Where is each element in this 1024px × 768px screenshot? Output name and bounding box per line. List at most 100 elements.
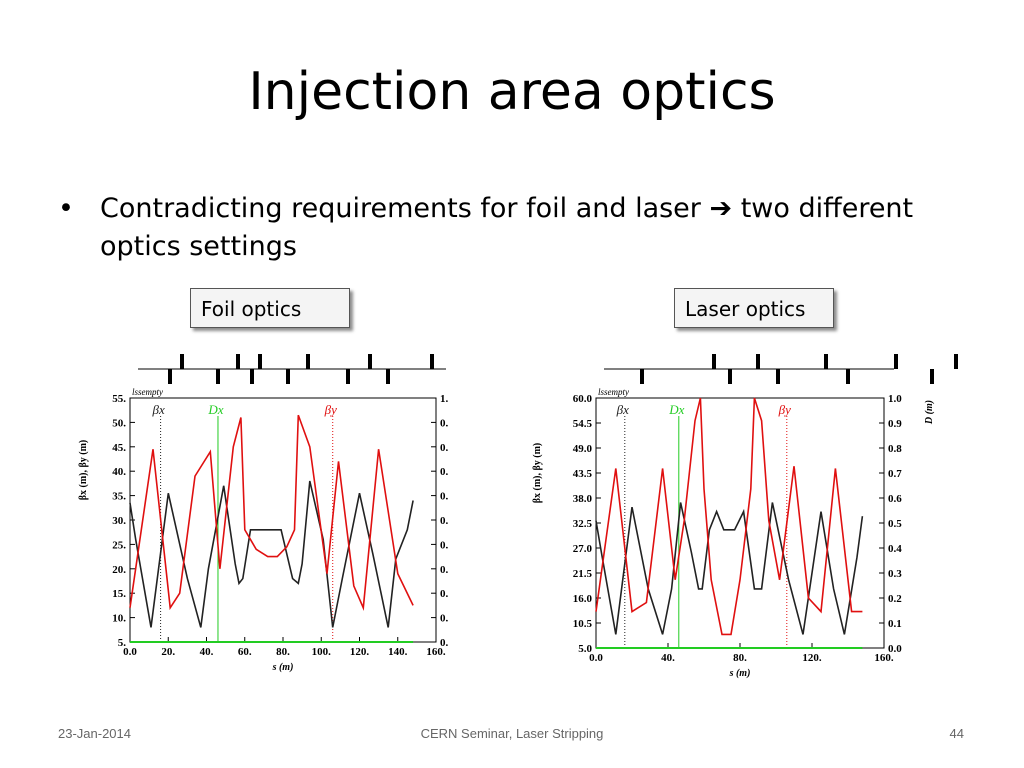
corner-label: lssempty: [598, 387, 629, 397]
laser-optics-svg: lssempty 5.0 10.5 16.0 21.5 27.0 32.5 38.0 43.5 4…: [532, 354, 958, 679]
x-tick-label: 60.: [238, 646, 252, 658]
y2-tick-label: 0.0: [888, 643, 902, 655]
y2-tick-label: 0.1: [888, 618, 902, 630]
legend-label: βx: [151, 402, 164, 417]
y-tick-label: 15.: [112, 588, 126, 600]
y-tick-label: 25.: [112, 539, 126, 551]
lattice-magnet: [640, 369, 644, 384]
arrow-right-icon: ➔: [709, 193, 733, 224]
series-line-betax: [129, 480, 414, 628]
x-axis-label: s (m): [729, 668, 751, 679]
lattice-magnet: [258, 354, 262, 369]
y-axis-label: βx (m), βy (m): [78, 440, 89, 501]
laser-optics-plot: lssempty 5.0 10.5 16.0 21.5 27.0 32.5 38.0 43.5 4…: [522, 350, 962, 685]
lattice-magnet: [216, 369, 220, 384]
y-tick-label: 20.: [112, 564, 126, 576]
y2-tick-label: 0.6: [888, 493, 902, 505]
foil-optics-plot: lssempty 5. 10. 15. 20. 25. 30. 35. 40. 45. 50. 55.…: [68, 350, 448, 680]
y-tick-label: 35.: [112, 491, 126, 503]
y-tick-label: 21.5: [573, 568, 593, 580]
lattice-magnet: [180, 354, 184, 369]
y2-tick-label: 0.2: [440, 588, 448, 600]
y-tick-label: 38.0: [573, 493, 593, 505]
y-tick-label: 5.0: [578, 643, 592, 655]
lattice-magnet: [846, 369, 850, 384]
lattice-magnet: [286, 369, 290, 384]
y2-tick-label: 0.4: [440, 539, 448, 551]
lattice-magnet: [756, 354, 760, 369]
x-tick-label: 140.: [388, 646, 408, 658]
legend-label: Dx: [668, 402, 684, 417]
x-tick-label: 0.0: [589, 652, 603, 664]
lattice-magnet: [894, 354, 898, 369]
y2-tick-label: 0.8: [888, 443, 902, 455]
series-line-betay: [129, 414, 414, 611]
footer-page-number: 44: [949, 726, 964, 741]
foil-optics-label: Foil optics: [190, 288, 350, 328]
x-tick-label: 20.: [161, 646, 175, 658]
y2-axis-label: D (m): [924, 400, 935, 425]
lattice-magnet: [430, 354, 434, 369]
lattice-magnet: [236, 354, 240, 369]
y-tick-label: 10.5: [573, 618, 593, 630]
y-tick-label: 10.: [112, 613, 126, 625]
lattice-magnet: [168, 369, 172, 384]
series-line-betay: [595, 397, 863, 636]
y2-tick-label: 0.3: [440, 564, 448, 576]
y2-tick-label: 0.7: [888, 468, 902, 480]
x-tick-label: 160.: [426, 646, 446, 658]
y-tick-label: 5.: [118, 637, 127, 649]
laser-optics-label: Laser optics: [674, 288, 834, 328]
y2-tick-label: 0.8: [440, 442, 448, 454]
foil-optics-svg: lssempty 5. 10. 15. 20. 25. 30. 35. 40. 45. 50. 55.…: [78, 354, 448, 673]
x-tick-label: 120.: [350, 646, 370, 658]
bullet-text: Contradicting requirements for foil and …: [100, 190, 960, 266]
lattice-magnet: [346, 369, 350, 384]
lattice-magnet: [306, 354, 310, 369]
legend-label: βy: [324, 402, 337, 417]
y-axis-label: βx (m), βy (m): [532, 443, 543, 504]
y2-tick-label: 0.0: [440, 637, 448, 649]
lattice-magnet: [728, 369, 732, 384]
bullet-text-start: Contradicting requirements for foil and …: [100, 193, 710, 224]
footer-center: CERN Seminar, Laser Stripping: [420, 726, 604, 741]
x-tick-label: 120.: [802, 652, 822, 664]
y2-tick-label: 0.9: [440, 417, 448, 429]
y-tick-label: 45.: [112, 442, 126, 454]
x-tick-label: 80.: [733, 652, 747, 664]
y-tick-label: 32.5: [573, 518, 593, 530]
lattice-magnet: [954, 354, 958, 369]
footer-date: 23-Jan-2014: [58, 726, 131, 741]
lattice-magnet: [712, 354, 716, 369]
slide-title: Injection area optics: [248, 62, 776, 122]
y-tick-label: 27.0: [573, 543, 593, 555]
y2-tick-label: 0.2: [888, 593, 902, 605]
x-tick-label: 100.: [312, 646, 332, 658]
x-tick-label: 80.: [276, 646, 290, 658]
x-tick-label: 40.: [200, 646, 214, 658]
lattice-magnet: [250, 369, 254, 384]
y2-tick-label: 0.1: [440, 613, 448, 625]
x-axis-label: s (m): [272, 662, 294, 673]
y-tick-label: 54.5: [573, 418, 593, 430]
lattice-magnet: [930, 369, 934, 384]
lattice-magnet: [386, 369, 390, 384]
y-tick-label: 60.0: [573, 393, 593, 405]
y-tick-label: 16.0: [573, 593, 593, 605]
y-tick-label: 49.0: [573, 443, 593, 455]
x-tick-label: 40.: [661, 652, 675, 664]
lattice-magnet: [824, 354, 828, 369]
legend-label: βy: [778, 402, 791, 417]
y2-tick-label: 0.6: [440, 491, 448, 503]
x-tick-label: 160.: [874, 652, 894, 664]
legend-label: βx: [616, 402, 629, 417]
lattice-magnet: [776, 369, 780, 384]
y-tick-label: 43.5: [573, 468, 593, 480]
legend-label: Dx: [207, 402, 223, 417]
y2-tick-label: 0.3: [888, 568, 902, 580]
y2-tick-label: 0.5: [888, 518, 902, 530]
bullet-text-end: two different optics settings: [100, 193, 914, 262]
y-tick-label: 50.: [112, 417, 126, 429]
y2-tick-label: 0.9: [888, 418, 902, 430]
y2-tick-label: 1.0: [440, 393, 448, 405]
